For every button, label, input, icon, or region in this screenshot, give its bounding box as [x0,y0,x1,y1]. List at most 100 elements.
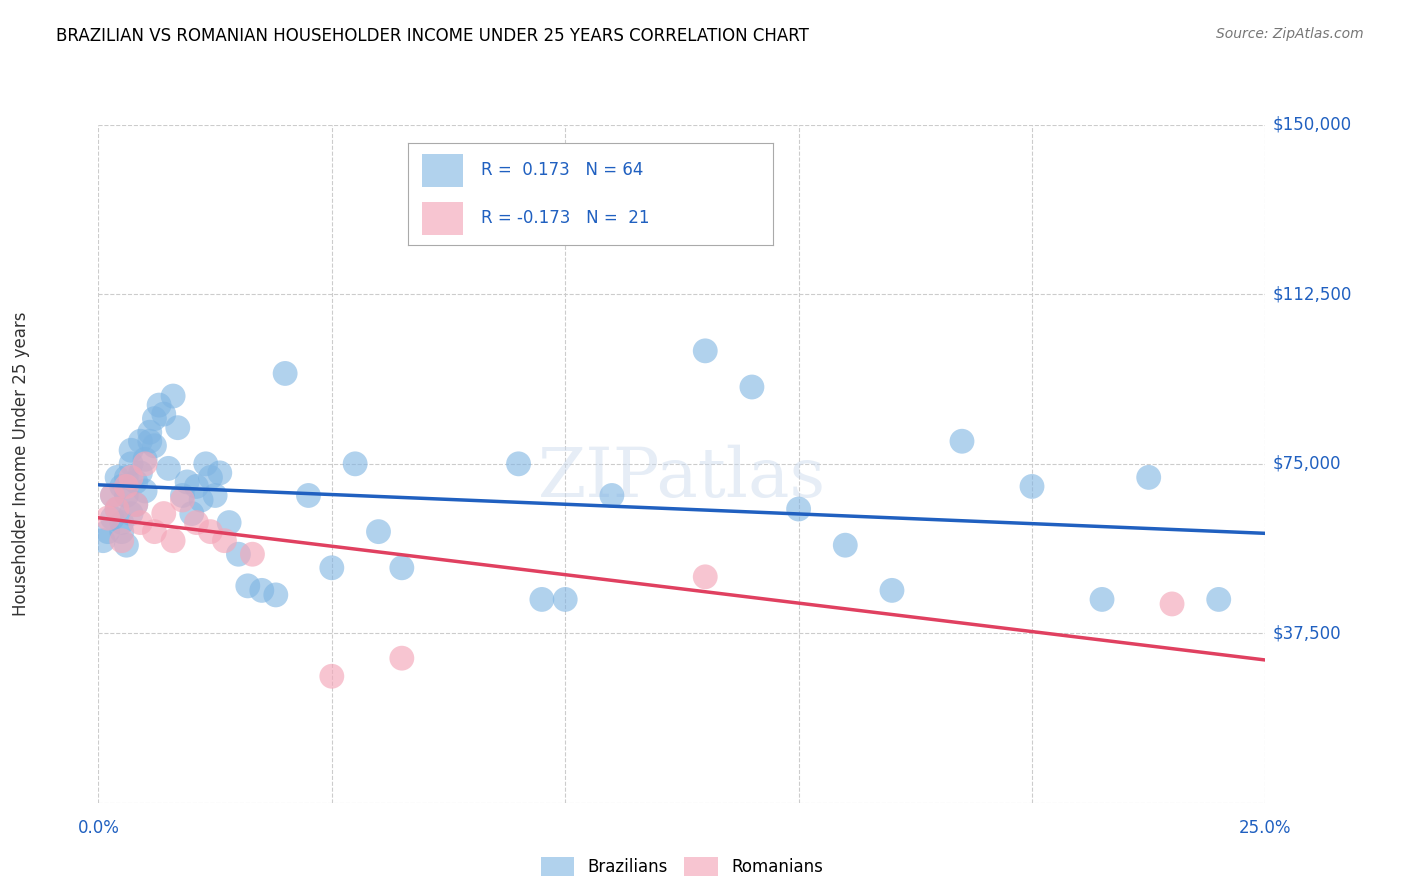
Point [101,511,124,525]
Bar [422,154,463,186]
Point [344,457,367,471]
Point [214,533,236,548]
Text: $112,500: $112,500 [1272,285,1351,303]
Point [101,488,124,502]
Point [134,483,156,498]
Point [172,488,194,502]
Point [97,511,120,525]
Point [111,533,134,548]
Point [101,488,124,502]
Point [695,570,717,584]
Point [115,479,138,493]
Text: R = -0.173   N =  21: R = -0.173 N = 21 [481,209,650,227]
Point [91,533,114,548]
Point [166,420,188,434]
Point [105,502,128,516]
Point [321,561,343,575]
Point [200,470,222,484]
Point [1091,592,1114,607]
Point [129,516,152,530]
Point [321,669,343,683]
Point [741,380,763,394]
Point [367,524,389,539]
Text: BRAZILIAN VS ROMANIAN HOUSEHOLDER INCOME UNDER 25 YEARS CORRELATION CHART: BRAZILIAN VS ROMANIAN HOUSEHOLDER INCOME… [56,27,808,45]
Point [125,498,148,512]
Point [111,479,134,493]
Point [157,461,180,475]
Point [120,457,142,471]
Point [391,651,413,665]
Point [242,547,264,561]
Point [143,524,166,539]
Point [391,561,413,575]
Point [1208,592,1230,607]
Text: $150,000: $150,000 [1272,116,1351,134]
Point [120,470,142,484]
Point [125,498,148,512]
Point [129,466,152,480]
Point [204,488,226,502]
Point [115,488,138,502]
Point [176,475,198,489]
Point [787,502,810,516]
Point [194,457,217,471]
Point [530,592,553,607]
Point [950,434,973,449]
Point [880,583,903,598]
Point [139,434,162,449]
Point [208,466,231,480]
Text: 0.0%: 0.0% [77,819,120,837]
Point [152,407,174,421]
Point [554,592,576,607]
Point [162,389,184,403]
Point [111,516,134,530]
Point [115,538,138,552]
Point [111,524,134,539]
Point [1161,597,1184,611]
Point [125,475,148,489]
Point [172,493,194,508]
Point [264,588,287,602]
Point [236,579,259,593]
Point [97,524,120,539]
Point [297,488,319,502]
Point [143,411,166,425]
Point [162,533,184,548]
Point [105,470,128,484]
Text: 25.0%: 25.0% [1239,819,1292,837]
Point [143,439,166,453]
Text: ZIPatlas: ZIPatlas [537,444,827,510]
Point [186,479,208,493]
Point [228,547,250,561]
Bar [422,202,463,235]
Text: R =  0.173   N = 64: R = 0.173 N = 64 [481,161,643,179]
Point [1137,470,1160,484]
Point [186,516,208,530]
Point [152,507,174,521]
Point [250,583,273,598]
Point [120,443,142,458]
Text: Householder Income Under 25 years: Householder Income Under 25 years [13,311,30,616]
Point [134,452,156,467]
Point [180,507,202,521]
Point [274,367,297,381]
Point [508,457,530,471]
Point [105,502,128,516]
Point [134,457,156,471]
Point [600,488,623,502]
Text: $37,500: $37,500 [1272,624,1341,642]
Text: Source: ZipAtlas.com: Source: ZipAtlas.com [1216,27,1364,41]
Point [200,524,222,539]
Point [834,538,856,552]
Point [129,434,152,449]
Text: $75,000: $75,000 [1272,455,1341,473]
Point [695,343,717,358]
Point [139,425,162,440]
Point [120,507,142,521]
Point [190,493,212,508]
Legend: Brazilians, Romanians: Brazilians, Romanians [534,850,830,882]
Point [218,516,240,530]
Point [115,470,138,484]
Point [1021,479,1043,493]
Point [148,398,170,412]
